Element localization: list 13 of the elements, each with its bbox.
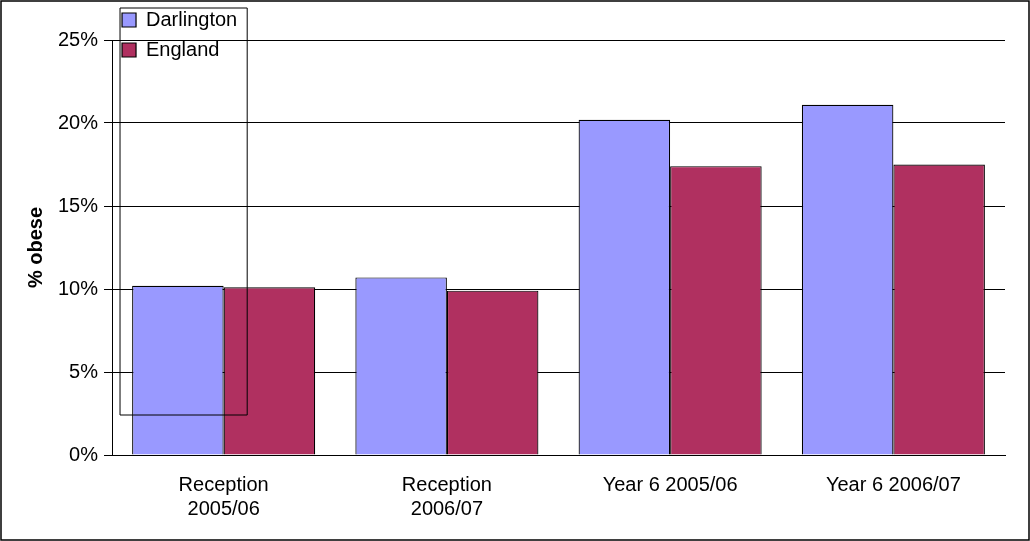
y-tick-label: 10% [58, 276, 99, 299]
x-tick-label: Year 6 2005/06 [602, 472, 738, 495]
y-tick-label: 5% [69, 359, 99, 382]
y-tick-label: 20% [58, 110, 99, 133]
x-tick-label: Reception 2005/06 [178, 472, 269, 519]
legend-label: England [146, 37, 220, 60]
y-axis-title: % obese [23, 206, 46, 289]
y-tick-label: 0% [69, 442, 99, 465]
y-tick-label: 15% [58, 193, 99, 216]
y-tick-label: 25% [58, 27, 99, 50]
x-tick-label: Year 6 2006/07 [825, 472, 961, 495]
x-tick-label: Reception 2006/07 [401, 472, 492, 519]
legend-label: Darlington [146, 7, 238, 30]
